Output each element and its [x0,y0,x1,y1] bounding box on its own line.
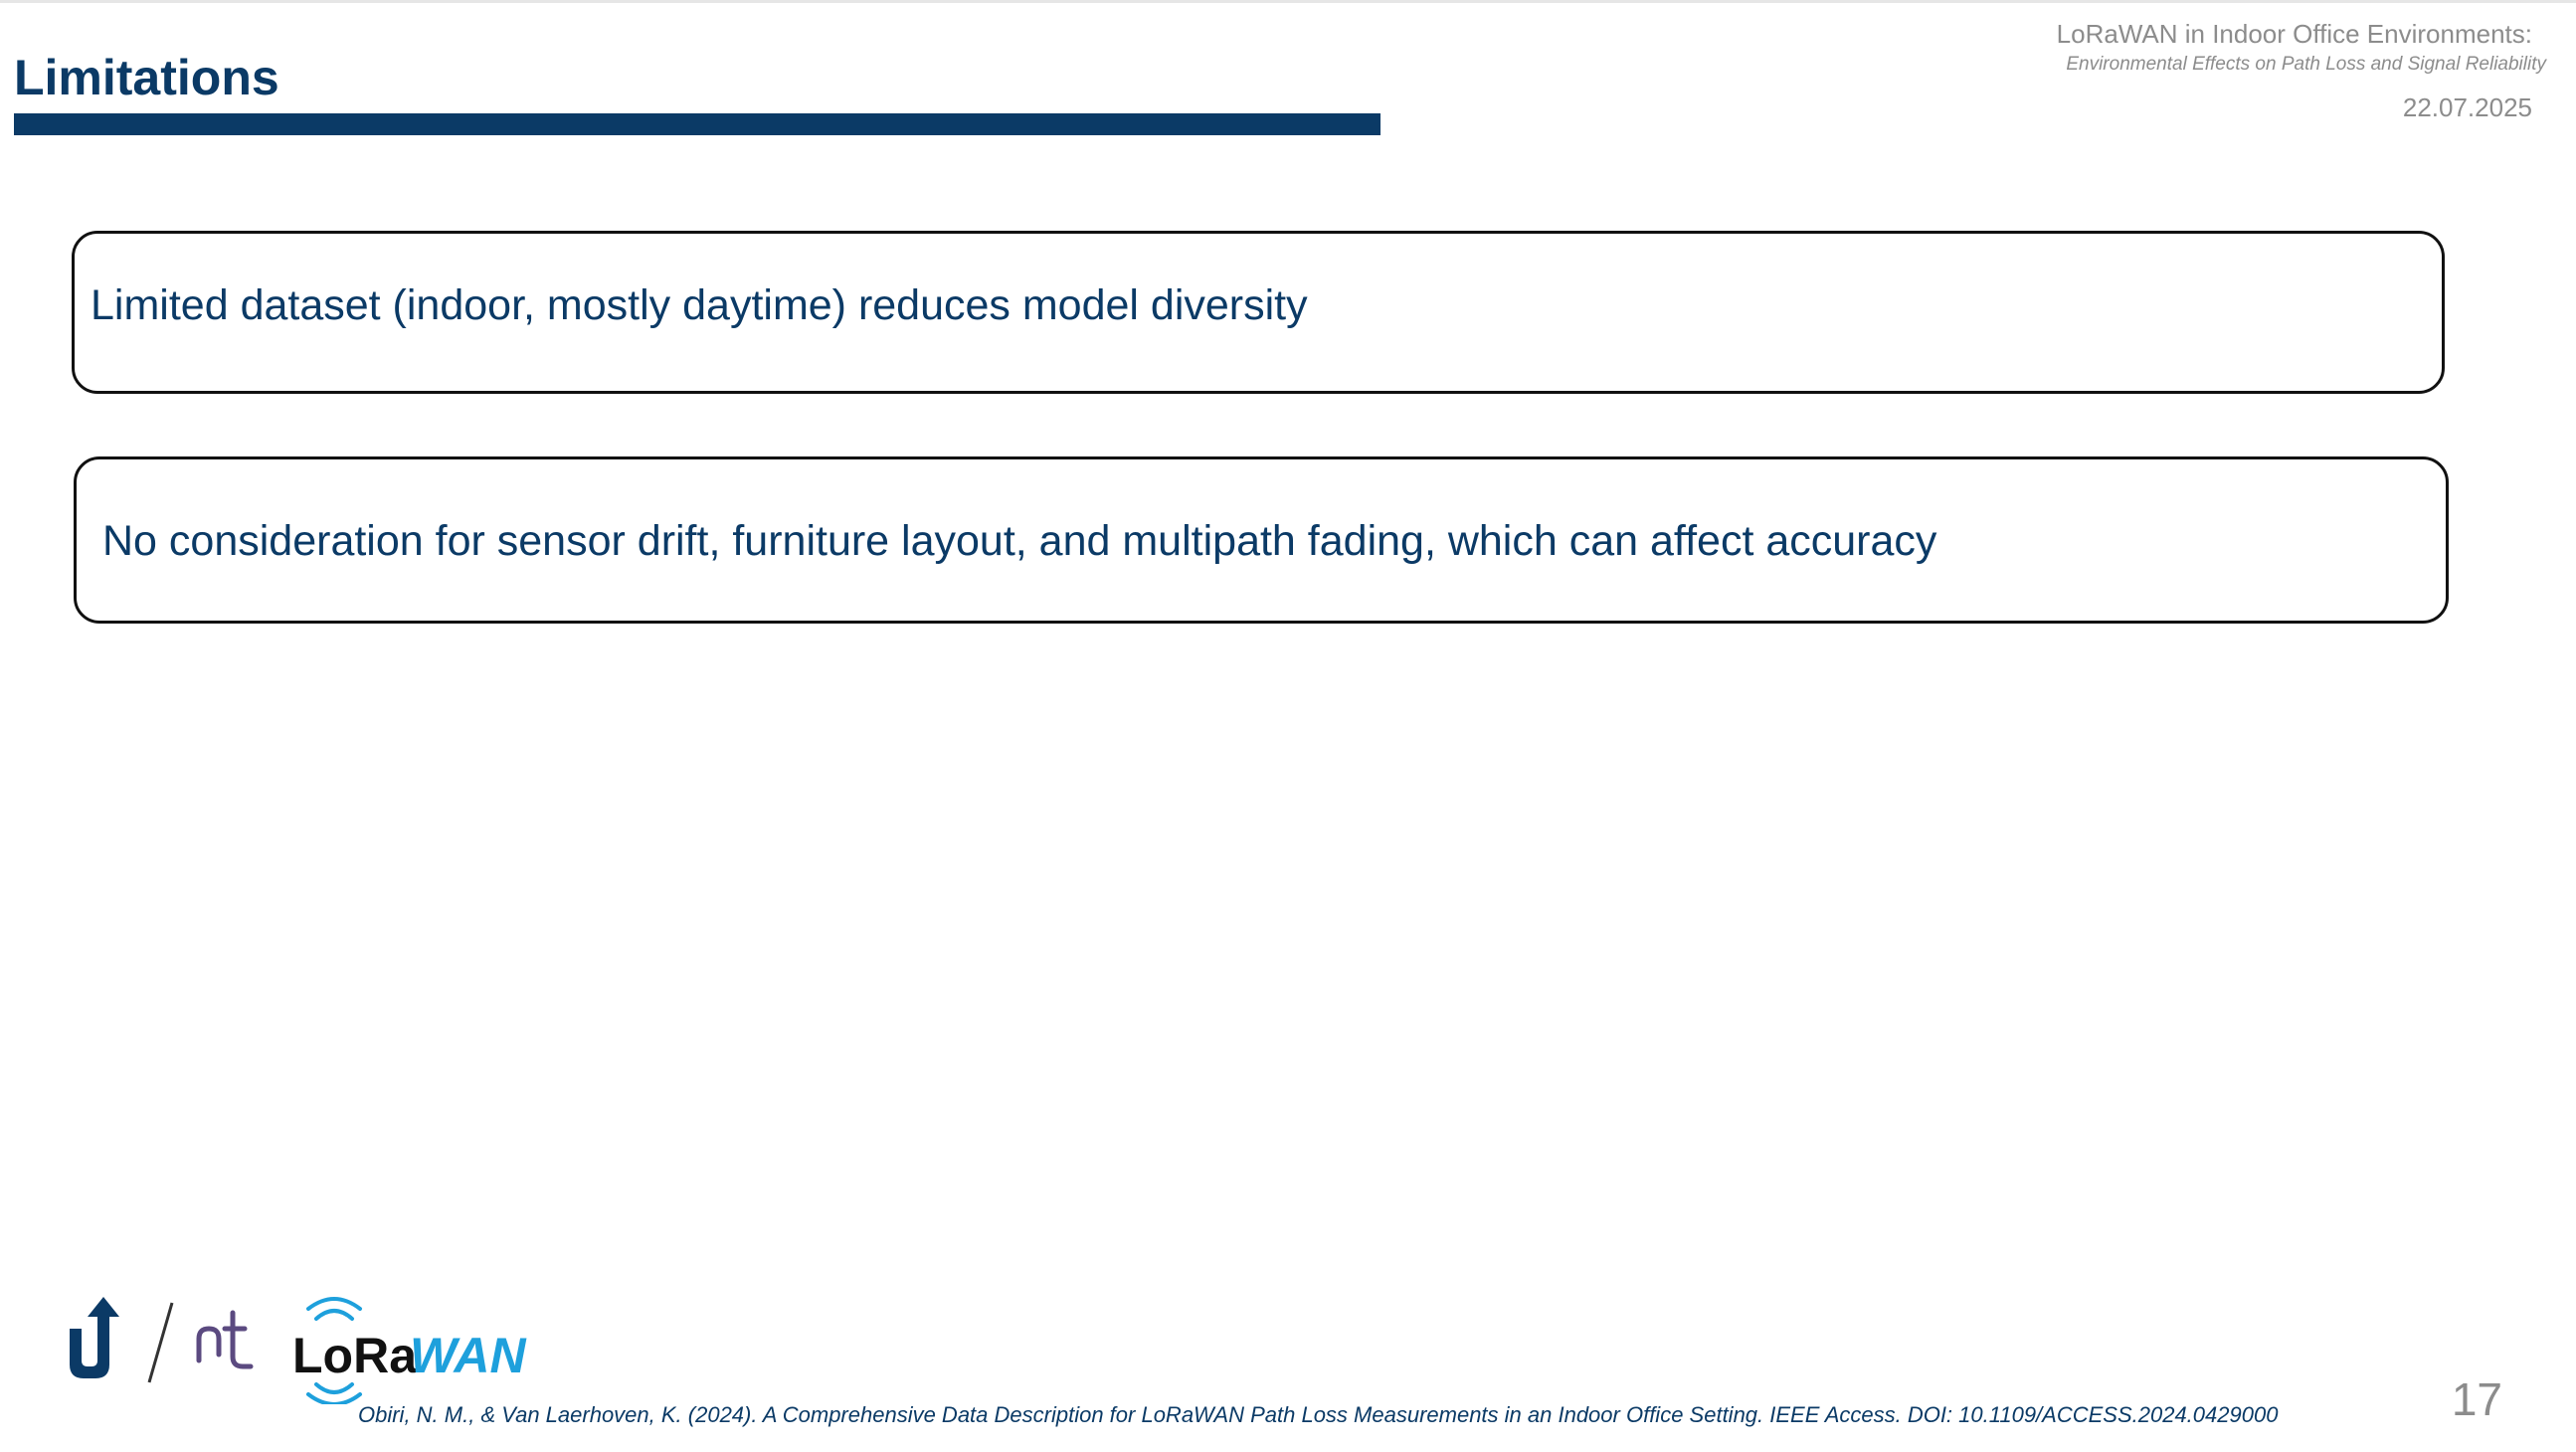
footer-logos: LoRa WAN [66,1295,543,1404]
title-underline-bar [14,113,1380,135]
limitation-text: Limited dataset (indoor, mostly daytime)… [91,281,1308,329]
nt-logo [196,1310,254,1369]
slide-title: Limitations [14,50,279,105]
presentation-date: 22.07.2025 [2402,92,2532,122]
lorawan-logo-text-wan: WAN [410,1328,527,1383]
slide-page-number: 17 [2451,1373,2502,1425]
limitation-box-dataset: Limited dataset (indoor, mostly daytime)… [72,231,2445,394]
slide-top-edge [0,0,2576,3]
logo-divider [147,1302,174,1383]
presentation-subtitle: Environmental Effects on Path Loss and S… [2066,54,2546,75]
reference-citation: Obiri, N. M., & Van Laerhoven, K. (2024)… [358,1402,2279,1427]
limitation-box-consideration: No consideration for sensor drift, furni… [74,456,2449,624]
limitation-text: No consideration for sensor drift, furni… [102,517,1937,565]
university-logo [70,1297,119,1378]
lorawan-logo: LoRa WAN [292,1297,527,1404]
logo-strip: LoRa WAN [70,1297,527,1404]
slide-header-info: LoRaWAN in Indoor Office Environments: E… [2056,16,2546,125]
presentation-title: LoRaWAN in Indoor Office Environments: [2056,19,2532,49]
lorawan-logo-text-lora: LoRa [292,1328,418,1383]
